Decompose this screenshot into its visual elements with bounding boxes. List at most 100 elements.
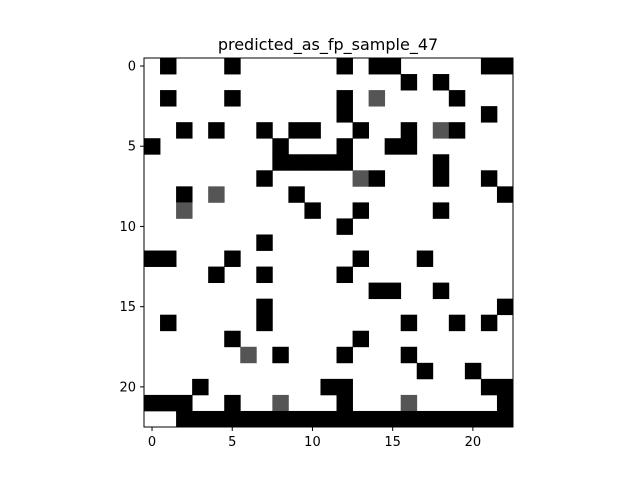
heatmap-cell [352,170,370,187]
heatmap-cell [400,394,418,412]
heatmap-cell [368,58,386,75]
heatmap-cell [256,170,273,187]
x-tick-label: 0 [148,435,156,450]
y-axis: 0 5 10 15 20 [119,60,144,395]
heatmap-cell [448,122,466,139]
heatmap-cell [304,410,321,428]
heatmap-cell [336,154,353,171]
heatmap-cell [176,410,193,428]
heatmap-cell [336,266,353,284]
heatmap-cell [160,394,177,412]
heatmap-cell [272,154,289,171]
heatmap-cell [432,410,450,428]
x-tick-label: 10 [304,435,321,450]
heatmap-cell [400,138,418,155]
heatmap-cell [272,394,289,412]
heatmap-cell [416,250,434,267]
heatmap-cell [336,138,353,155]
heatmap-cell [272,138,289,155]
heatmap-cell [464,362,482,380]
heatmap-cell [208,410,225,428]
heatmap-cell [320,154,337,171]
heatmap-cell [432,122,450,139]
heatmap-cell [256,410,273,428]
heatmap-cell [160,90,177,107]
heatmap-cell [176,186,193,203]
x-tick-label: 15 [384,435,401,450]
heatmap-cell [432,154,450,171]
heatmap-cell [432,74,450,91]
heatmap-cell [496,378,514,396]
heatmap-cell [480,314,498,332]
heatmap-cell [336,218,353,235]
heatmap-cells [144,58,514,428]
heatmap-cell [160,58,177,75]
heatmap-cell [416,410,434,428]
heatmap-cell [304,202,321,219]
heatmap-cell [400,314,418,332]
heatmap-cell [144,138,161,155]
heatmap-cell [464,410,482,428]
heatmap-cell [288,122,305,139]
heatmap-cell [432,282,450,300]
y-tick-label: 15 [119,300,136,315]
heatmap-cell [480,106,498,123]
heatmap-cell [256,314,273,332]
heatmap-cell [400,122,418,139]
heatmap-cell [288,410,305,428]
heatmap-cell [416,362,434,380]
heatmap-cell [480,170,498,187]
heatmap-cell [224,90,241,107]
heatmap-cell [336,346,353,364]
heatmap-cell [384,58,402,75]
heatmap-cell [304,154,321,171]
heatmap-cell [208,266,225,284]
heatmap-cell [336,394,353,412]
heatmap-cell [480,58,498,75]
heatmap-cell [336,58,353,75]
heatmap-cell [256,298,273,316]
heatmap-cell [496,410,514,428]
heatmap-cell [320,378,337,396]
heatmap-cell [400,74,418,91]
heatmap-cell [192,410,209,428]
heatmap-cell [432,202,450,219]
heatmap-cell [400,410,418,428]
heatmap-cell [352,330,370,348]
heatmap-cell [336,106,353,123]
chart-title: predicted_as_fp_sample_47 [218,35,438,55]
heatmap-cell [272,346,289,364]
x-tick-label: 20 [465,435,482,450]
x-tick-label: 5 [228,435,236,450]
y-tick-label: 20 [119,380,136,395]
heatmap-cell [352,122,370,139]
heatmap-cell [288,186,305,203]
heatmap-cell [256,266,273,284]
heatmap-cell [496,186,514,203]
heatmap-cell [336,378,353,396]
heatmap-cell [208,186,225,203]
heatmap-cell [368,282,386,300]
heatmap-cell [176,122,193,139]
y-tick-label: 10 [119,220,136,235]
heatmap-cell [384,410,402,428]
heatmap-cell [480,410,498,428]
heatmap-cell [192,378,209,396]
heatmap-cell [448,90,466,107]
heatmap-cell [496,58,514,75]
heatmap-cell [352,202,370,219]
heatmap-cell [384,282,402,300]
heatmap-cell [240,410,257,428]
heatmap-cell [160,250,177,267]
heatmap-cell [448,410,466,428]
heatmap-cell [368,170,386,187]
heatmap-cell [400,346,418,364]
plot-frame [143,57,514,428]
heatmap-cell [144,394,161,412]
heatmap-cell [176,202,193,219]
heatmap-cell [224,330,241,348]
heatmap-cell [256,234,273,251]
heatmap-cell [368,90,386,107]
heatmap-cell [256,122,273,139]
